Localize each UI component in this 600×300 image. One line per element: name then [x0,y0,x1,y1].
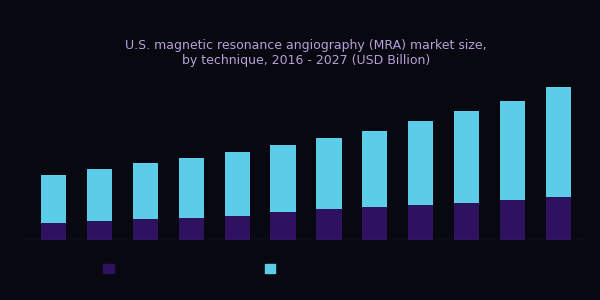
Bar [500,200,525,240]
Bar [224,216,250,240]
Bar [224,152,250,216]
Bar [133,164,158,220]
Bar [41,223,67,240]
Legend: Contrast-enhanced MRA, Non-contrast MRA: Contrast-enhanced MRA, Non-contrast MRA [99,260,377,278]
Bar [87,221,112,240]
Bar [133,220,158,240]
Bar [545,87,571,197]
Bar [316,209,341,240]
Bar [271,145,296,212]
Bar [408,206,433,240]
Bar [87,169,112,221]
Bar [179,218,204,240]
Bar [454,111,479,203]
Bar [41,175,67,223]
Bar [362,131,388,207]
Bar [316,138,341,209]
Bar [271,212,296,240]
Bar [500,101,525,200]
Bar [408,122,433,206]
Bar [454,203,479,240]
Bar [362,207,388,240]
Bar [179,158,204,218]
Bar [545,197,571,240]
Title: U.S. magnetic resonance angiography (MRA) market size,
by technique, 2016 - 2027: U.S. magnetic resonance angiography (MRA… [125,39,487,67]
